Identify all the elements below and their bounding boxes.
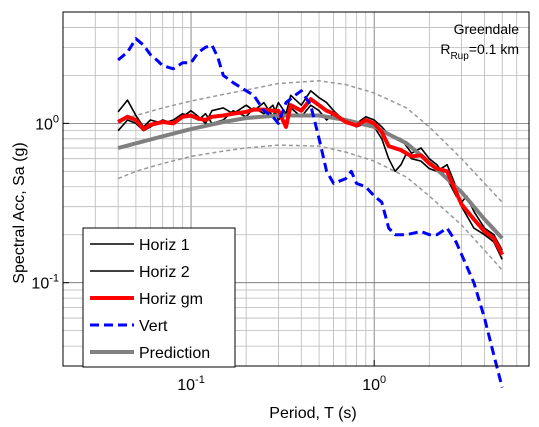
- x-axis-label: Period, T (s): [269, 405, 356, 422]
- legend: Horiz 1 Horiz 2 Horiz gm Vert Prediction: [82, 227, 236, 368]
- annotation-distance: RRup=0.1 km: [440, 41, 519, 62]
- series-line-prediction: [117, 113, 504, 240]
- series-line-prediction-band-6: [117, 144, 503, 271]
- y-tick-label: 10-1: [31, 273, 59, 293]
- legend-label: Horiz 1: [139, 237, 190, 254]
- series-line-vert: [117, 37, 504, 388]
- legend-label: Vert: [139, 318, 168, 335]
- tick-labels: 10-1 100 10-1 100: [31, 113, 386, 394]
- legend-label: Prediction: [139, 345, 210, 362]
- x-tick-label: 100: [362, 374, 386, 394]
- legend-label: Horiz 2: [139, 264, 190, 281]
- series-line-horiz-gm: [117, 97, 504, 256]
- series-lines: [117, 37, 504, 388]
- legend-label: Horiz gm: [139, 291, 203, 308]
- series-line-prediction-band-5: [117, 80, 503, 203]
- annotation-site: Greendale: [454, 21, 520, 37]
- annotation: Greendale RRup=0.1 km: [440, 21, 519, 62]
- legend-items: Horiz 1 Horiz 2 Horiz gm Vert Prediction: [90, 237, 210, 362]
- y-tick-label: 100: [35, 113, 59, 133]
- plot-frame: [62, 11, 530, 367]
- y-axis-label: Spectral Acc, Sa (g): [11, 142, 28, 283]
- x-tick-label: 10-1: [177, 374, 205, 394]
